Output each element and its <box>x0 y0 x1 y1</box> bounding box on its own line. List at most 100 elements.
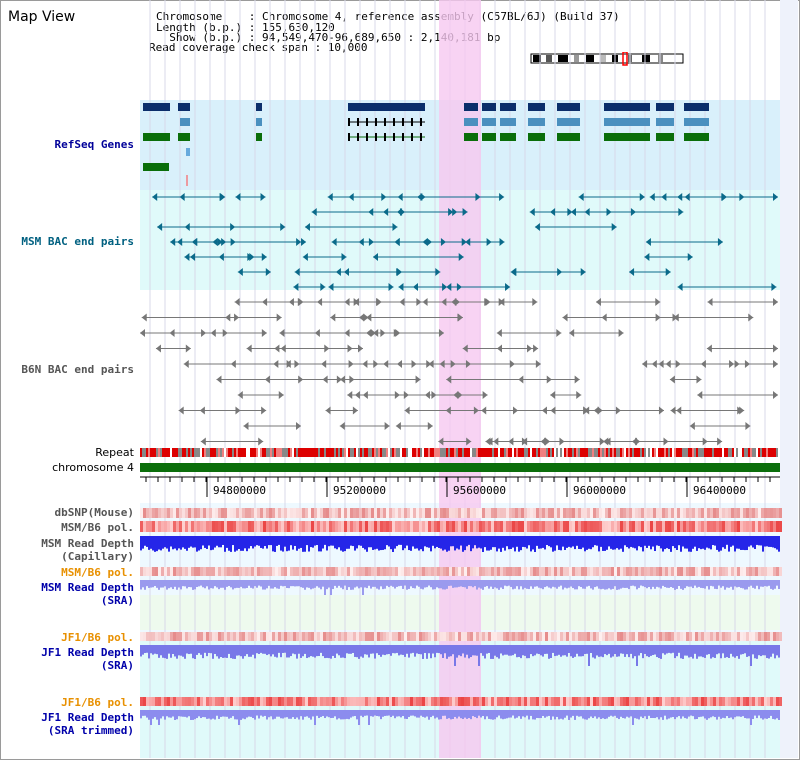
track-label-jf1-pol[interactable]: JF1/B6 pol. <box>61 631 134 644</box>
read-depth-bar <box>166 580 168 590</box>
read-depth-bar <box>340 645 342 658</box>
read-depth-bar <box>268 580 270 586</box>
read-depth-bar <box>602 580 604 589</box>
repeat-block <box>180 448 182 457</box>
polymorphism-cell <box>716 697 719 706</box>
read-depth-bar <box>646 645 648 657</box>
polymorphism-cell <box>644 521 647 532</box>
polymorphism-cell <box>386 632 389 641</box>
b6n-bac-pair-end <box>261 329 267 337</box>
repeat-block <box>356 448 358 457</box>
read-depth-bar <box>676 710 678 718</box>
read-depth-bar <box>666 580 668 588</box>
read-depth-bar <box>766 645 768 659</box>
read-depth-bar <box>742 645 744 655</box>
polymorphism-cell <box>620 697 623 706</box>
read-depth-bar <box>358 710 360 725</box>
read-depth-bar <box>348 710 350 720</box>
read-depth-bar <box>406 710 408 720</box>
read-depth-bar <box>456 710 458 719</box>
track-label-jf1-depth-trimmed[interactable]: JF1 Read Depth (SRA trimmed) <box>41 711 134 737</box>
polymorphism-cell <box>401 697 404 706</box>
repeat-block <box>308 448 310 457</box>
track-label-msm-depth-sra[interactable]: MSM Read Depth (SRA) <box>41 581 134 607</box>
polymorphism-cell <box>197 632 200 641</box>
msm-bac-pair-end <box>486 238 492 246</box>
repeat-block <box>304 448 306 457</box>
polymorphism-cell <box>500 697 503 706</box>
read-depth-bar <box>586 536 588 550</box>
repeat-block <box>226 448 228 457</box>
track-label-msm-pol[interactable]: MSM/B6 pol. <box>61 521 134 534</box>
ideogram-band <box>600 55 606 62</box>
repeat-block <box>440 448 442 457</box>
read-depth-bar <box>642 536 644 552</box>
ideogram-band <box>642 55 650 62</box>
read-depth-bar <box>622 710 624 719</box>
msm-bac-pair-end <box>331 238 337 246</box>
read-depth-bar <box>666 536 668 549</box>
track-label-dbsnp[interactable]: dbSNP(Mouse) <box>54 506 134 519</box>
read-depth-bar <box>756 710 758 719</box>
repeat-block <box>778 448 780 457</box>
gene-strand-arrow <box>482 118 486 126</box>
polymorphism-cell <box>161 697 164 706</box>
polymorphism-cell <box>770 697 773 706</box>
read-depth-bar <box>472 710 474 717</box>
polymorphism-cell <box>593 567 596 576</box>
repeat-block <box>710 448 712 457</box>
polymorphism-cell <box>698 508 701 518</box>
polymorphism-cell <box>326 567 329 576</box>
repeat-block <box>174 448 176 457</box>
read-depth-bar <box>366 710 368 716</box>
read-depth-bar <box>764 536 766 547</box>
polymorphism-cell <box>203 567 206 576</box>
read-depth-bar <box>564 536 566 550</box>
track-label-msm-bac[interactable]: MSM BAC end pairs <box>21 235 134 248</box>
polymorphism-cell <box>143 508 146 518</box>
read-depth-bar <box>714 536 716 546</box>
polymorphism-cell <box>185 508 188 518</box>
read-depth-bar <box>426 536 428 548</box>
track-label-msm-depth-capillary[interactable]: MSM Read Depth (Capillary) <box>41 537 134 563</box>
read-depth-bar <box>550 580 552 589</box>
read-depth-bar <box>216 536 218 546</box>
repeat-block <box>488 448 490 457</box>
track-label-chromosome: chromosome 4 <box>52 461 134 474</box>
track-label-jf1-pol-trimmed[interactable]: JF1/B6 pol. <box>61 696 134 709</box>
axis-tick-label: 96000000 <box>573 484 626 497</box>
gene-exon <box>348 118 350 126</box>
read-depth-bar <box>466 536 468 547</box>
polymorphism-cell <box>527 521 530 532</box>
read-depth-bar <box>590 645 592 654</box>
repeat-block <box>388 448 390 457</box>
read-depth-bar <box>770 536 772 547</box>
polymorphism-cell <box>476 697 479 706</box>
polymorphism-cell <box>323 508 326 518</box>
msm-bac-pair-end <box>639 193 645 201</box>
read-depth-bar <box>458 710 460 717</box>
read-depth-bar <box>462 645 464 654</box>
b6n-bac-pair-end <box>696 375 702 384</box>
track-label-refseq[interactable]: RefSeq Genes <box>54 138 134 151</box>
polymorphism-cell <box>737 632 740 641</box>
gene-block <box>482 118 496 126</box>
polymorphism-cell <box>152 521 155 532</box>
repeat-block <box>224 448 226 457</box>
read-depth-bar <box>360 710 362 716</box>
track-label-msm-pol-sra[interactable]: MSM/B6 pol. <box>61 566 134 579</box>
read-depth-bar <box>518 645 520 657</box>
track-label-b6n-bac[interactable]: B6N BAC end pairs <box>21 363 134 376</box>
read-depth-bar <box>778 710 780 720</box>
read-depth-bar <box>770 580 772 589</box>
read-depth-bar <box>174 580 176 587</box>
polymorphism-cell <box>386 508 389 518</box>
polymorphism-cell <box>698 521 701 532</box>
read-depth-bar <box>700 580 702 588</box>
read-depth-bar <box>486 710 488 717</box>
track-label-jf1-depth-sra[interactable]: JF1 Read Depth (SRA) <box>41 646 134 672</box>
polymorphism-cell <box>605 697 608 706</box>
b6n-bac-pair-end <box>445 406 451 415</box>
msm-bac-pair-end <box>426 238 432 246</box>
